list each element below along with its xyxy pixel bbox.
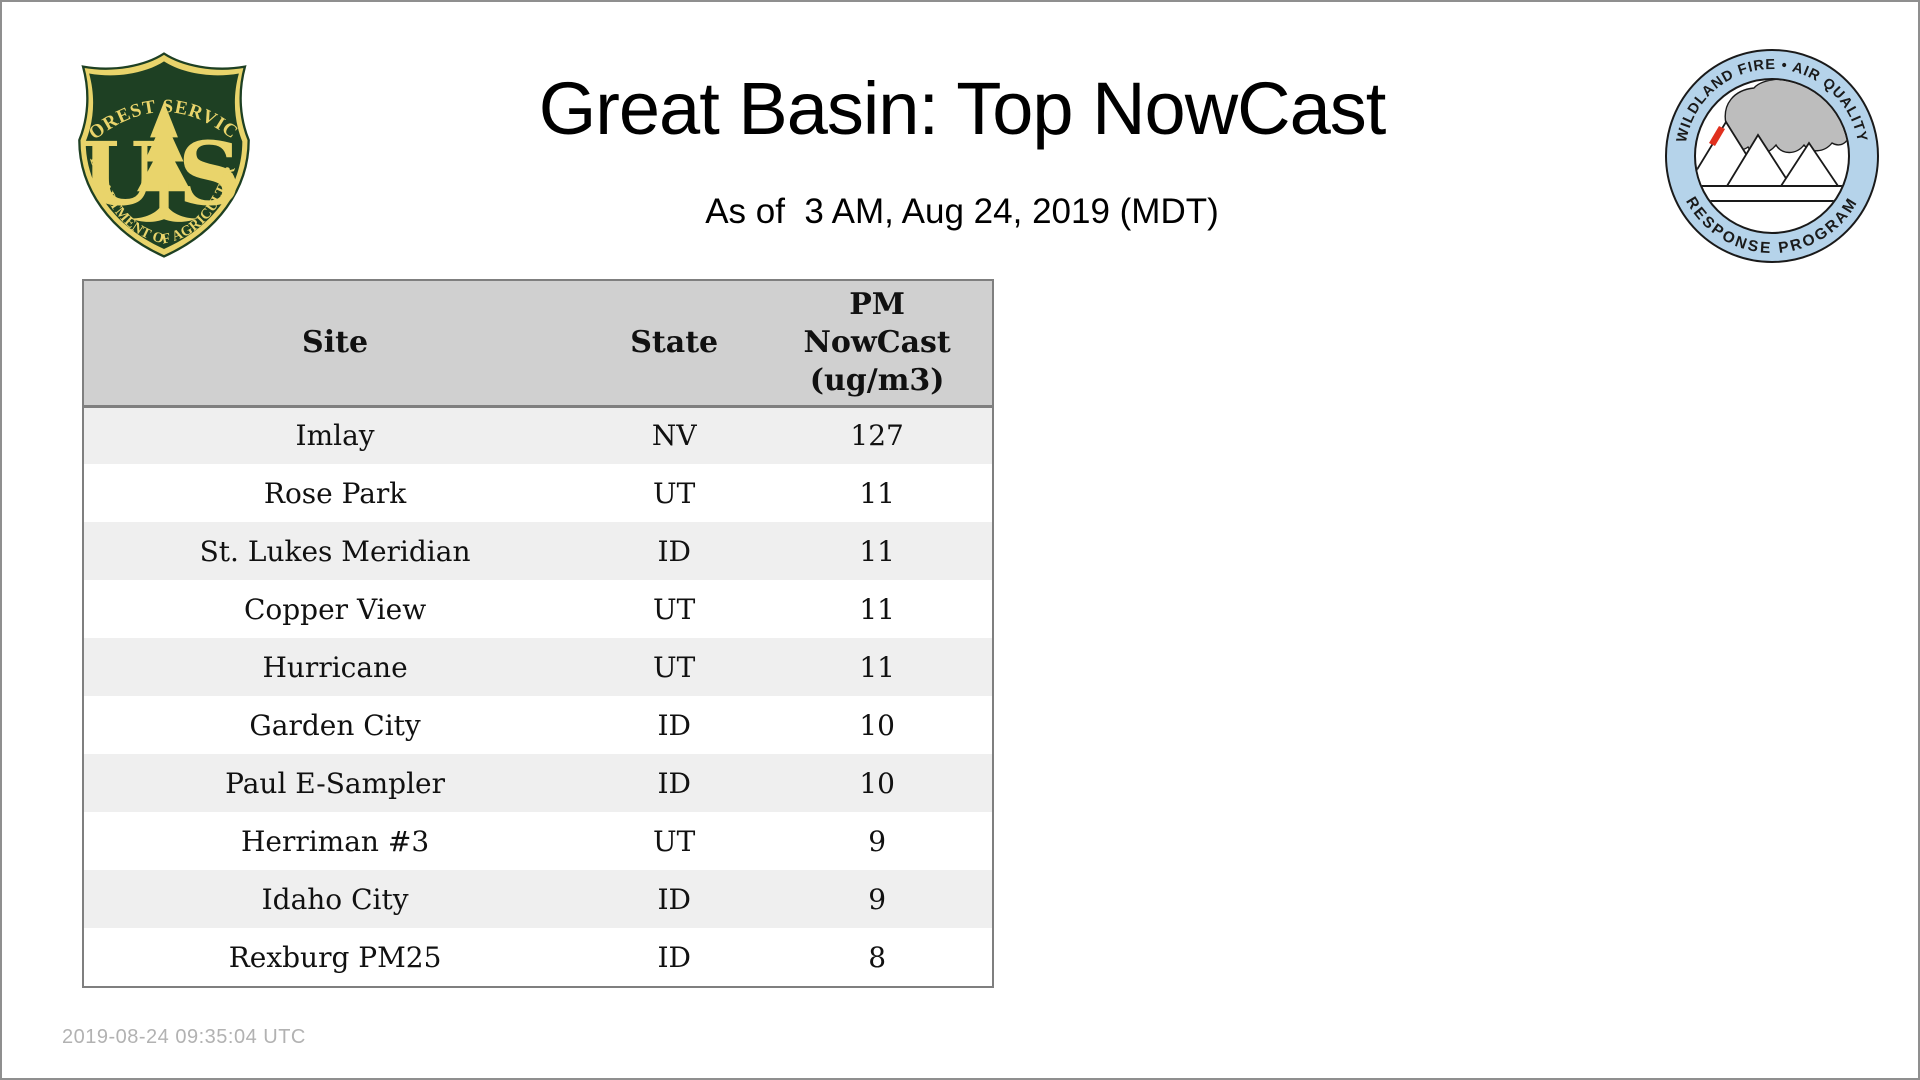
- site-cell: St. Lukes Meridian: [199, 534, 471, 568]
- pm-cell: 127: [850, 419, 904, 453]
- pm-header-line1: PM: [849, 286, 906, 322]
- table-row: Garden City ID 10: [84, 696, 992, 754]
- table-row: Rexburg PM25 ID 8: [84, 928, 992, 986]
- site-cell: Hurricane: [262, 650, 408, 684]
- column-header-state: State: [586, 281, 763, 408]
- table-row: Copper View UT 11: [84, 580, 992, 638]
- pm-cell: 8: [868, 940, 887, 974]
- table-row: Paul E-Sampler ID 10: [84, 754, 992, 812]
- table-row: Imlay NV 127: [84, 406, 992, 464]
- pm-header-line3: (ug/m3): [809, 362, 945, 398]
- nowcast-table: Site State PM NowCast (ug/m3) Imlay NV 1…: [84, 281, 992, 986]
- wfaqrp-logo: WILDLAND FIRE • AIR QUALITY RESPONSE PRO…: [1665, 49, 1879, 263]
- page-subtitle: As of 3 AM, Aug 24, 2019 (MDT): [705, 192, 1219, 231]
- forest-service-logo: FOREST SERVICE U S DEPARTMENT OF AGRICUL…: [70, 48, 250, 258]
- site-cell: Garden City: [249, 708, 421, 742]
- site-cell: Copper View: [243, 592, 427, 626]
- state-cell: UT: [653, 650, 696, 684]
- column-header-site: Site: [84, 281, 587, 408]
- site-cell: Herriman #3: [240, 824, 430, 858]
- table-header-row: Site State PM NowCast (ug/m3): [84, 281, 992, 408]
- state-cell: ID: [657, 534, 691, 568]
- state-cell: ID: [657, 708, 691, 742]
- table-row: Herriman #3 UT 9: [84, 812, 992, 870]
- letter-u: U: [81, 122, 157, 225]
- state-cell: ID: [657, 882, 691, 916]
- column-header-pm-nowcast: PM NowCast (ug/m3): [762, 281, 992, 408]
- pm-cell: 9: [868, 824, 887, 858]
- letter-s: S: [178, 122, 241, 225]
- site-cell: Paul E-Sampler: [225, 766, 445, 800]
- site-cell: Idaho City: [261, 882, 409, 916]
- site-cell: Rose Park: [263, 476, 407, 510]
- pm-cell: 9: [868, 882, 887, 916]
- pm-cell: 11: [859, 476, 895, 510]
- state-cell: UT: [653, 824, 696, 858]
- state-cell: ID: [657, 766, 691, 800]
- pine-tree-icon: [129, 101, 199, 222]
- site-cell: Rexburg PM25: [228, 940, 442, 974]
- table-row: St. Lukes Meridian ID 11: [84, 522, 992, 580]
- footer-timestamp: 2019-08-24 09:35:04 UTC: [62, 1026, 306, 1048]
- table-row: Rose Park UT 11: [84, 464, 992, 522]
- pm-cell: 11: [859, 534, 895, 568]
- state-cell: UT: [653, 592, 696, 626]
- page-title: Great Basin: Top NowCast: [538, 67, 1387, 150]
- pm-cell: 11: [859, 650, 895, 684]
- state-cell: NV: [651, 419, 697, 453]
- nowcast-table-container: Site State PM NowCast (ug/m3) Imlay NV 1…: [82, 279, 994, 988]
- fire-icon: [1709, 126, 1725, 146]
- pm-cell: 10: [859, 708, 895, 742]
- state-cell: UT: [653, 476, 696, 510]
- table-row: Hurricane UT 11: [84, 638, 992, 696]
- pm-header-line2: NowCast: [803, 324, 951, 360]
- pm-cell: 11: [859, 592, 895, 626]
- pm-cell: 10: [859, 766, 895, 800]
- table-row: Idaho City ID 9: [84, 870, 992, 928]
- state-cell: ID: [657, 940, 691, 974]
- site-cell: Imlay: [295, 419, 375, 453]
